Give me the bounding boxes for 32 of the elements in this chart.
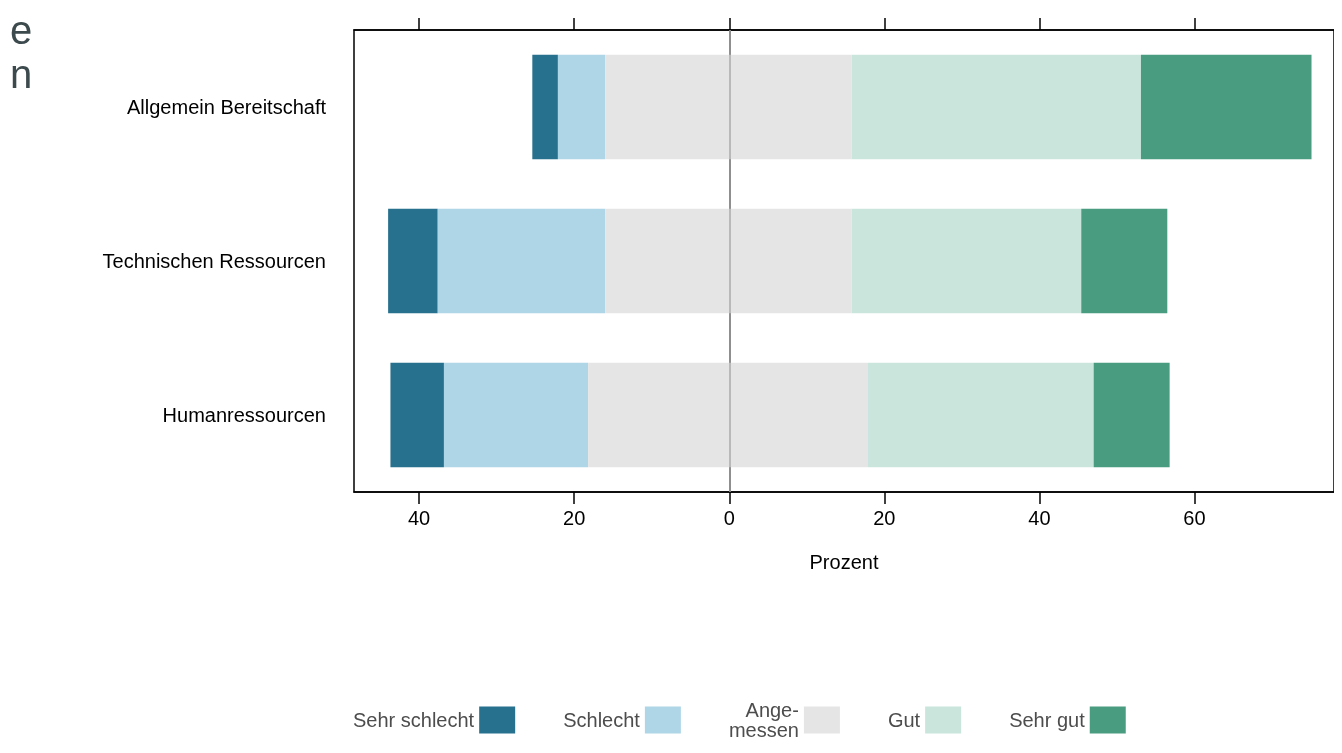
bar	[588, 362, 869, 468]
x-tick-label: 20	[873, 507, 896, 529]
bar	[1093, 362, 1170, 468]
bar	[557, 54, 606, 160]
bar	[605, 54, 852, 160]
bar	[1140, 54, 1312, 160]
legend-label: Sehr gut	[1009, 709, 1086, 731]
legend-label: Schlecht	[563, 709, 641, 731]
bar	[868, 362, 1094, 468]
legend-label: Ange- messen	[728, 699, 799, 741]
x-tick-label: 20	[563, 507, 586, 529]
bar	[390, 362, 444, 468]
x-axis-title: Prozent	[809, 551, 879, 573]
bar	[605, 208, 852, 314]
bar	[851, 208, 1082, 314]
bar	[443, 362, 589, 468]
legend-label: Sehr schlecht	[353, 709, 475, 731]
y-tick-label: Allgemein Bereitschaft	[127, 96, 327, 118]
x-tick-label: 0	[723, 507, 735, 529]
text: e	[10, 8, 33, 52]
legend-label: Gut	[887, 709, 921, 731]
text: n	[10, 52, 33, 96]
bar	[388, 208, 438, 314]
bar	[851, 54, 1141, 160]
bar	[437, 208, 606, 314]
bar	[532, 54, 558, 160]
x-tick-label: 40	[1028, 507, 1051, 529]
y-tick-label: Technischen Ressourcen	[102, 250, 326, 272]
x-tick-label: 60	[1183, 507, 1206, 529]
y-tick-label: Humanressourcen	[162, 404, 326, 426]
x-tick-label: 40	[408, 507, 431, 529]
bar	[1081, 208, 1168, 314]
